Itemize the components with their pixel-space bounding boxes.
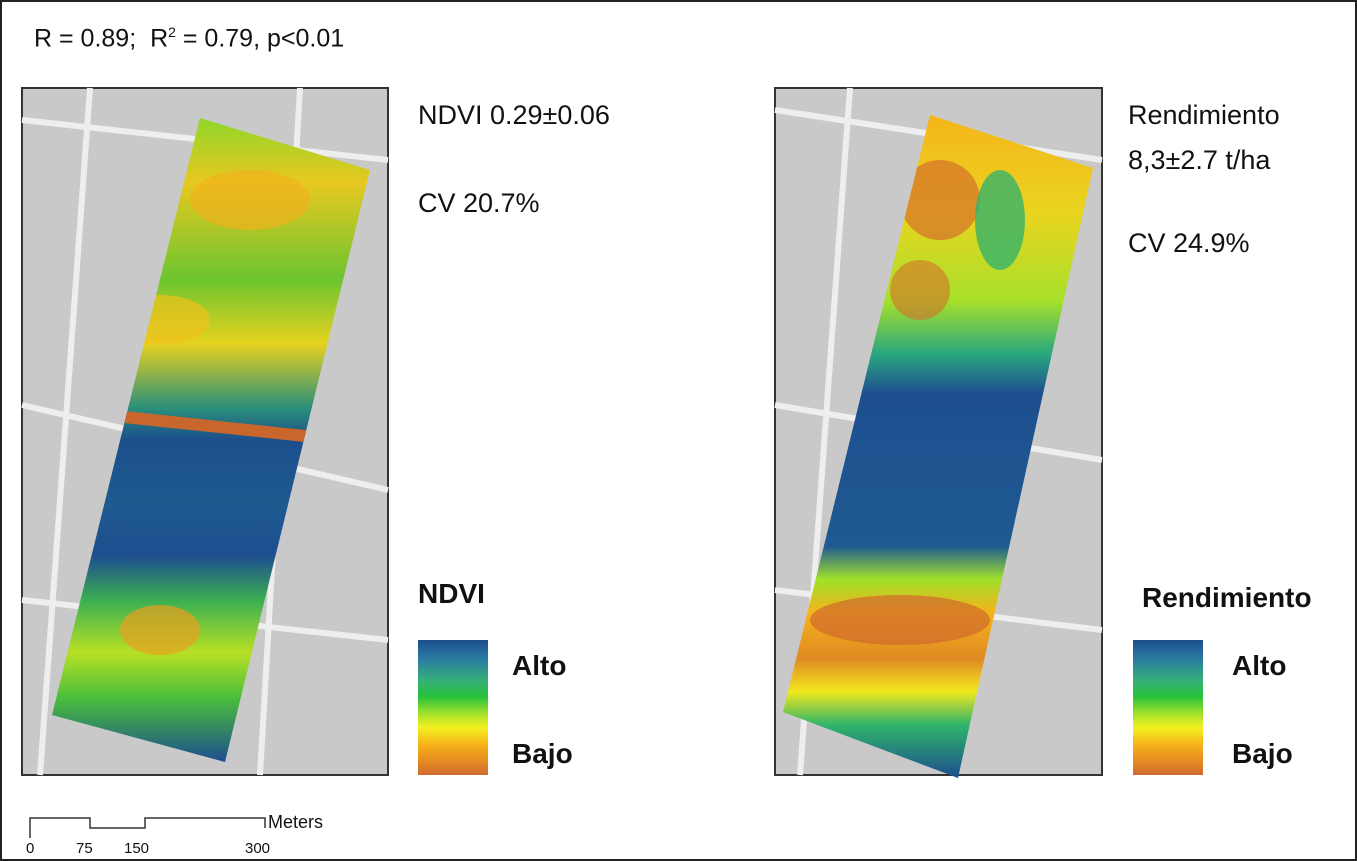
legend-high: Alto bbox=[1232, 650, 1286, 682]
ndvi-ramp bbox=[418, 640, 488, 775]
scale-label: 150 bbox=[124, 840, 149, 857]
ndvi-map bbox=[22, 49, 388, 775]
scale-label: 0 bbox=[26, 840, 34, 857]
scale-label: 75 bbox=[76, 840, 93, 857]
ndvi-cv: CV 20.7% bbox=[418, 188, 540, 219]
legend-low: Bajo bbox=[512, 738, 573, 770]
legend-title: NDVI bbox=[418, 578, 485, 610]
legend-high: Alto bbox=[512, 650, 566, 682]
legend-title: Rendimiento bbox=[1142, 582, 1312, 614]
correlation: R = 0.89; R2 = 0.79, p<0.01 bbox=[34, 24, 344, 53]
ndvi-mean: NDVI 0.29±0.06 bbox=[418, 100, 610, 131]
scale-unit: Meters bbox=[268, 812, 323, 833]
scale-label: 300 bbox=[245, 840, 270, 857]
figure: R = 0.89; R2 = 0.79, p<0.01 NDVI 0.29±0.… bbox=[0, 0, 1357, 861]
scale-bar bbox=[30, 818, 265, 838]
yield-mean: 8,3±2.7 t/ha bbox=[1128, 145, 1270, 176]
yield-label: Rendimiento bbox=[1128, 100, 1280, 131]
yield-map bbox=[775, 88, 1102, 780]
yield-cv: CV 24.9% bbox=[1128, 228, 1250, 259]
yield-ramp bbox=[1133, 640, 1203, 775]
legend-low: Bajo bbox=[1232, 738, 1293, 770]
